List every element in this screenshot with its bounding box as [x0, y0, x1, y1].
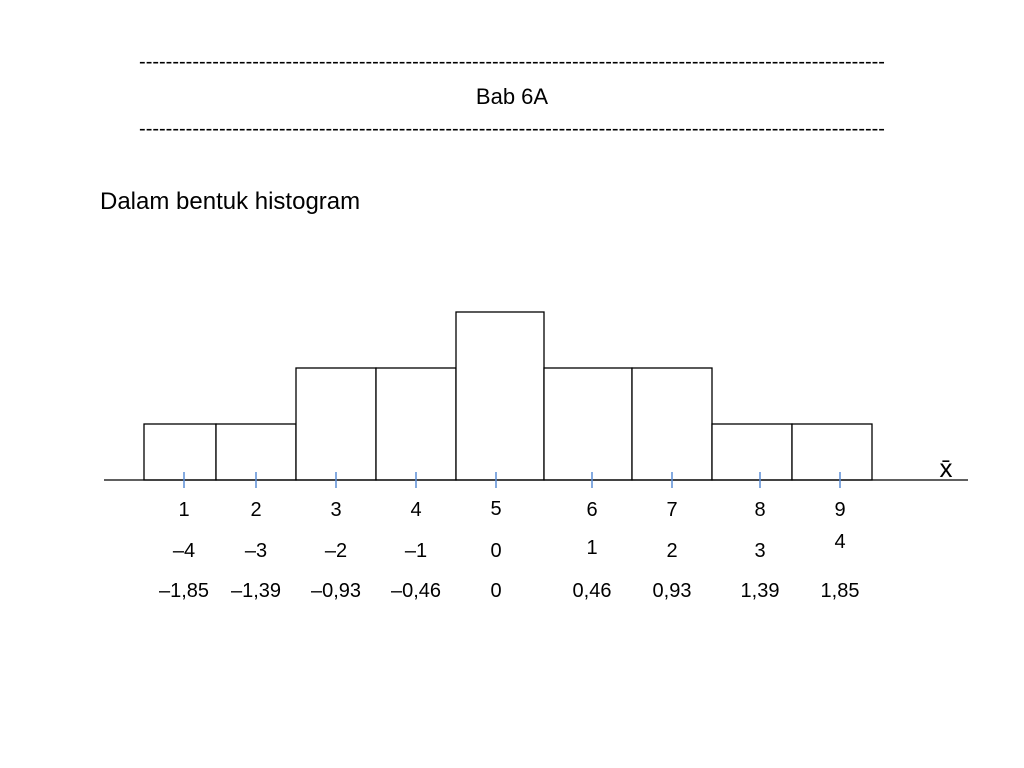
histogram-bar-8 — [711, 423, 793, 481]
category-label-2: 3 — [330, 499, 341, 521]
z-label-7: 1,39 — [741, 580, 780, 602]
z-value-labels: –1,85 –1,39 –0,93 –0,46 0 0,46 0,93 1,39 1,85 — [159, 580, 860, 602]
z-label-5: 0,46 — [573, 580, 612, 602]
z-label-0: –1,85 — [159, 580, 209, 602]
category-label-0: 1 — [178, 499, 189, 521]
z-label-4: 0 — [490, 580, 501, 602]
deviation-label-8: 4 — [834, 531, 845, 553]
z-label-2: –0,93 — [311, 580, 361, 602]
histogram-bar-6 — [543, 367, 633, 481]
histogram-bar-7 — [631, 367, 713, 481]
histogram-bar-2 — [215, 423, 297, 481]
histogram-bar-5 — [455, 311, 545, 481]
deviation-labels: –4 –3 –2 –1 0 1 2 3 4 — [173, 531, 846, 562]
deviation-label-5: 1 — [586, 537, 597, 559]
histogram-bar-3 — [295, 367, 377, 481]
top-dash-rule: ----------------------------------------… — [139, 51, 885, 73]
category-label-4: 5 — [490, 498, 501, 520]
axis-ticks — [183, 472, 841, 488]
histogram-bars — [143, 311, 873, 481]
slide-title: Bab 6A — [475, 84, 549, 109]
bottom-dash-rule: ----------------------------------------… — [139, 118, 885, 140]
deviation-label-3: –1 — [405, 540, 427, 562]
deviation-label-6: 2 — [666, 540, 677, 562]
category-label-7: 8 — [754, 499, 765, 521]
deviation-label-4: 0 — [490, 540, 501, 562]
z-label-3: –0,46 — [391, 580, 441, 602]
category-label-5: 6 — [586, 499, 597, 521]
category-label-6: 7 — [666, 499, 677, 521]
histogram-bar-1 — [143, 423, 217, 481]
histogram-bar-9 — [791, 423, 873, 481]
histogram-bar-4 — [375, 367, 457, 481]
category-label-8: 9 — [834, 499, 845, 521]
chart-subtitle: Dalam bentuk histogram — [100, 188, 361, 215]
category-labels: 1 2 3 4 5 6 7 8 9 — [178, 498, 845, 521]
z-label-1: –1,39 — [231, 580, 281, 602]
deviation-label-2: –2 — [325, 540, 347, 562]
deviation-label-7: 3 — [754, 540, 765, 562]
z-label-8: 1,85 — [821, 580, 860, 602]
deviation-label-1: –3 — [245, 540, 267, 562]
category-label-3: 4 — [410, 499, 421, 521]
deviation-label-0: –4 — [173, 540, 195, 562]
category-label-1: 2 — [250, 499, 261, 521]
z-label-6: 0,93 — [653, 580, 692, 602]
x-bar-axis-symbol: x̄ — [940, 453, 953, 483]
